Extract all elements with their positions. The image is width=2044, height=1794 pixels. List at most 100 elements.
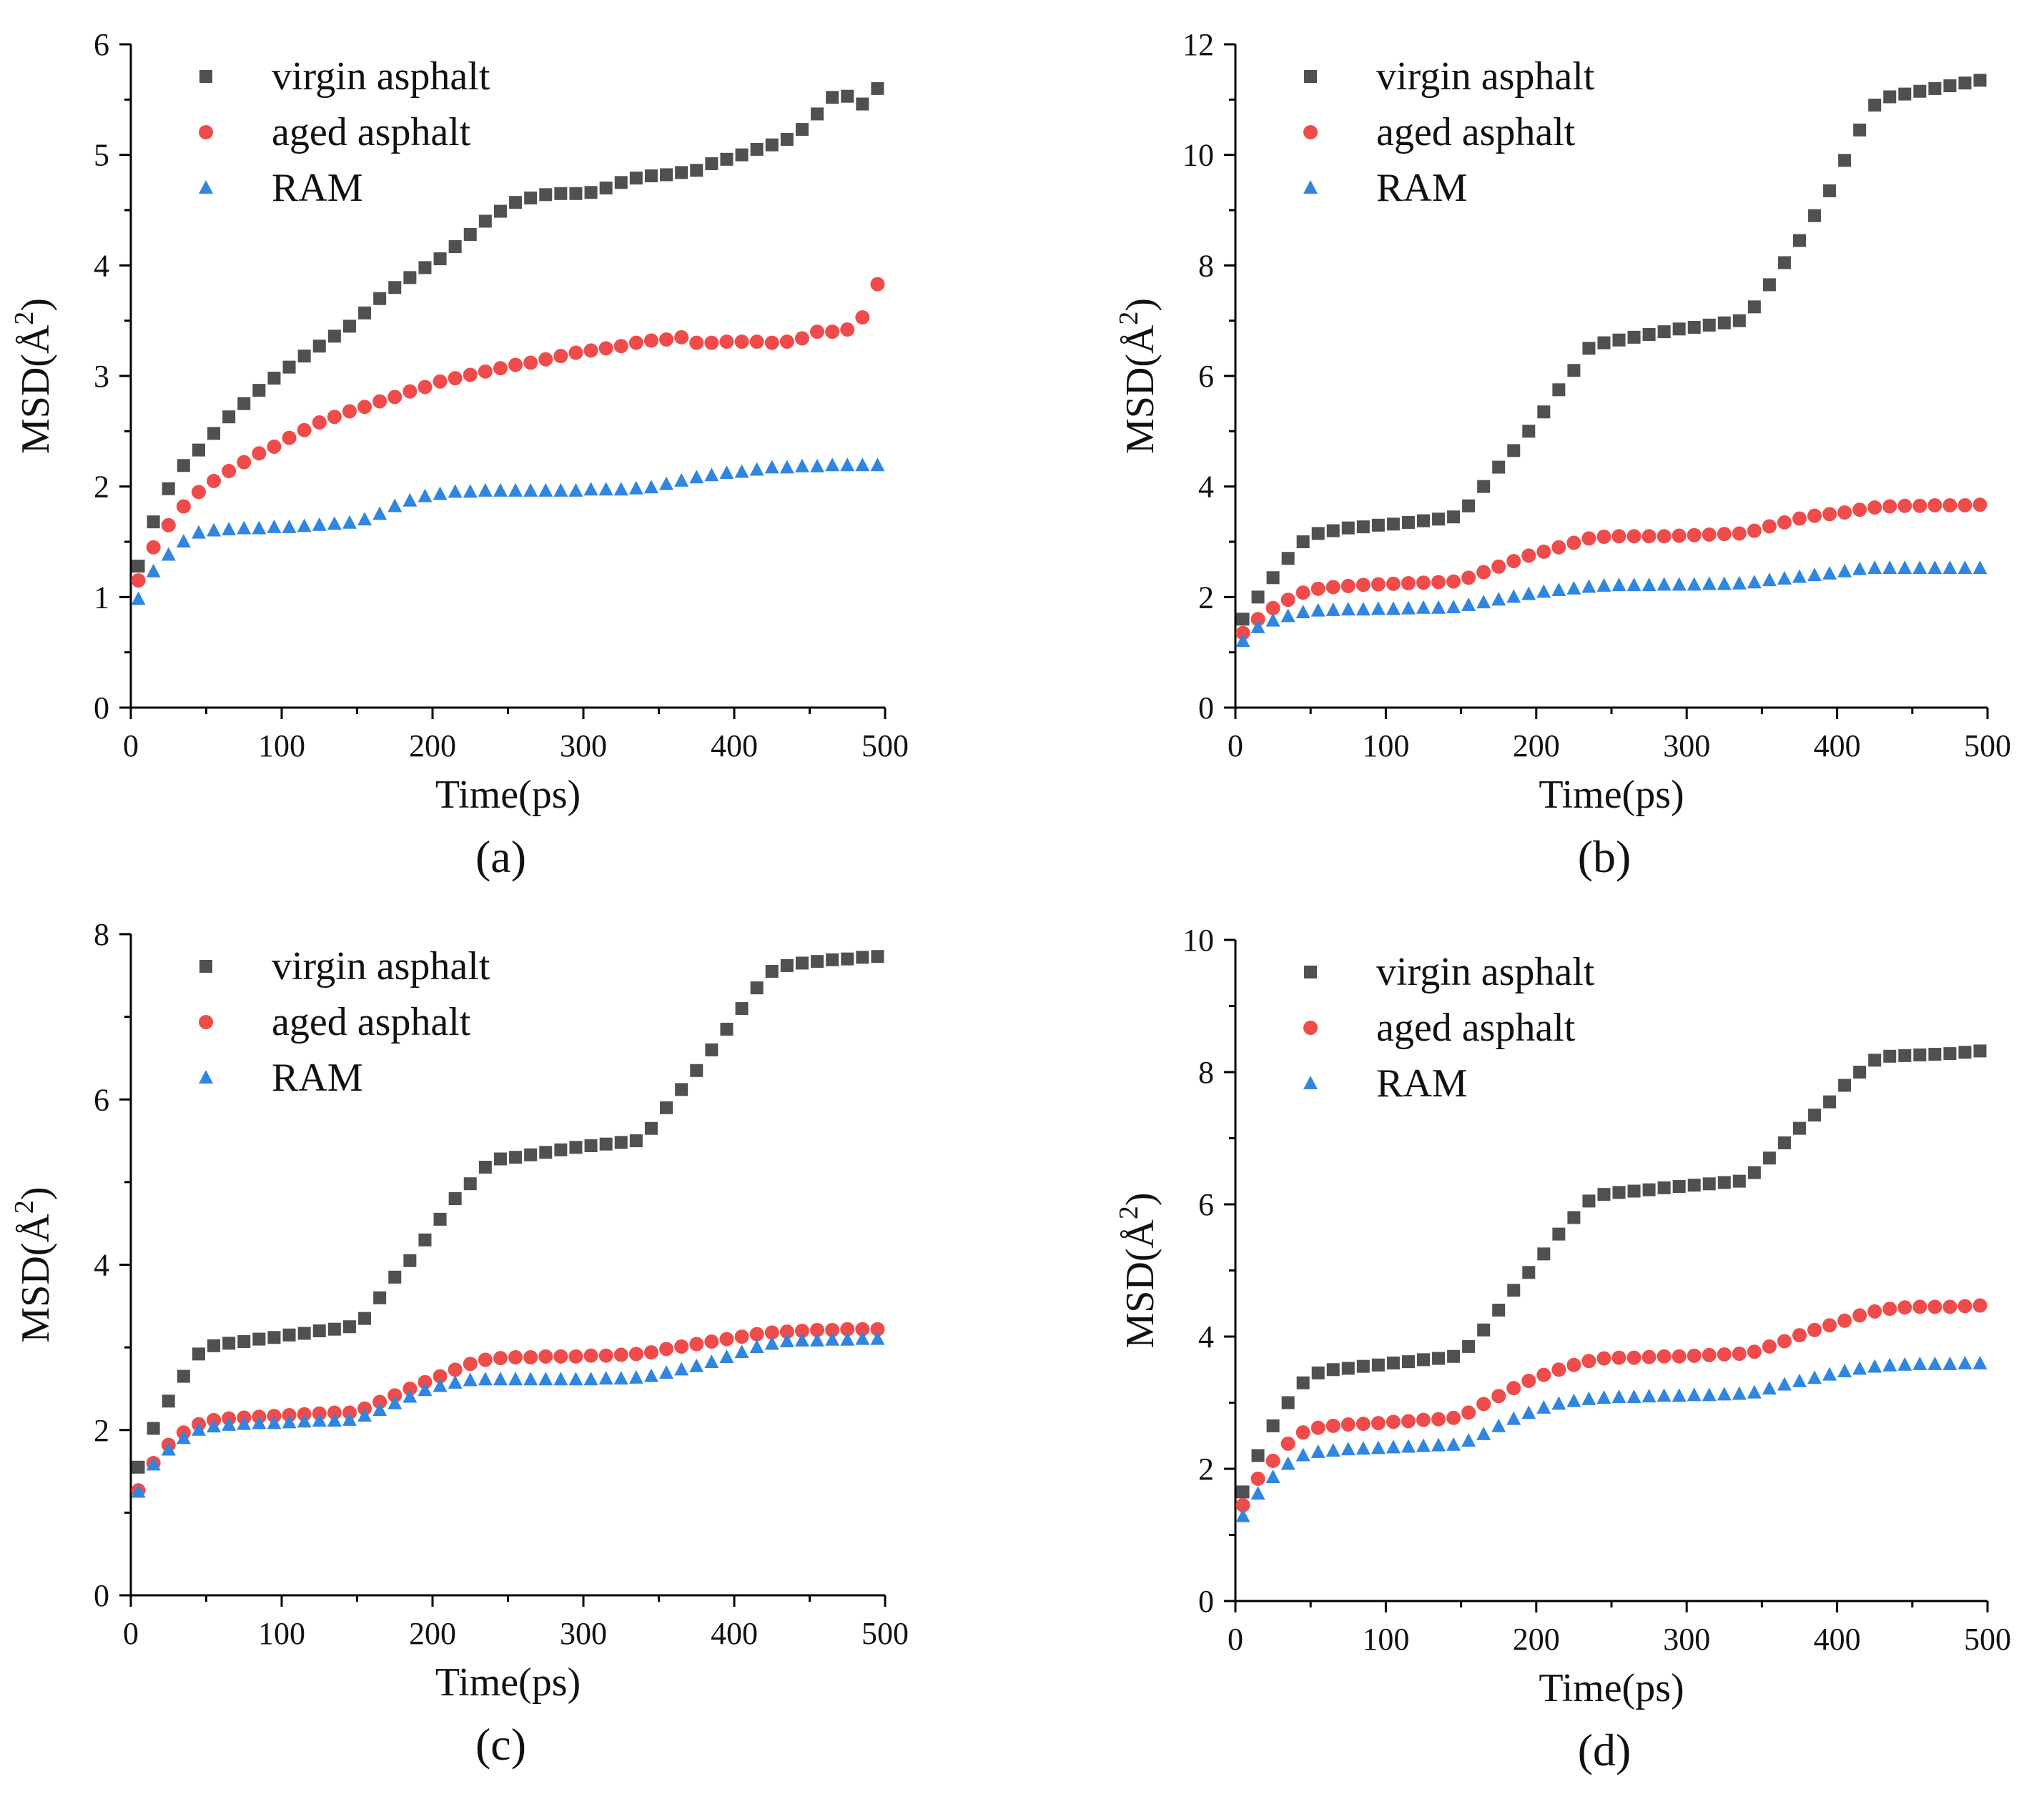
point-ram xyxy=(1867,1359,1882,1373)
point-ram xyxy=(523,1372,538,1386)
legend-label-ram: RAM xyxy=(1376,166,1468,210)
point-virgin-asphalt xyxy=(1582,342,1596,355)
x-tick-label: 0 xyxy=(123,1616,139,1651)
point-ram xyxy=(1401,1439,1416,1453)
point-virgin-asphalt xyxy=(1417,1353,1430,1367)
point-aged-asphalt xyxy=(372,394,387,409)
point-aged-asphalt xyxy=(1867,500,1882,515)
x-tick-label: 100 xyxy=(258,1616,305,1651)
point-virgin-asphalt xyxy=(493,1152,507,1166)
point-aged-asphalt xyxy=(1882,1302,1897,1317)
y-tick-label: 0 xyxy=(94,690,109,725)
point-ram xyxy=(1506,589,1521,603)
point-aged-asphalt xyxy=(764,335,779,350)
point-ram xyxy=(1386,601,1401,615)
point-virgin-asphalt xyxy=(614,1136,628,1149)
point-virgin-asphalt xyxy=(1808,209,1822,222)
point-ram xyxy=(1461,1433,1476,1447)
point-virgin-asphalt xyxy=(478,214,492,228)
point-virgin-asphalt xyxy=(1793,234,1806,247)
point-virgin-asphalt xyxy=(871,950,884,963)
point-ram xyxy=(568,1372,583,1386)
point-ram xyxy=(1702,576,1717,590)
point-virgin-asphalt xyxy=(1732,314,1746,327)
point-aged-asphalt xyxy=(1431,1412,1446,1427)
point-ram xyxy=(1626,578,1641,592)
x-tick-label: 400 xyxy=(1814,1622,1861,1657)
point-virgin-asphalt xyxy=(1477,480,1491,493)
point-ram xyxy=(840,1332,855,1346)
point-ram xyxy=(1882,560,1897,575)
point-aged-asphalt xyxy=(1687,1348,1702,1363)
point-aged-asphalt xyxy=(1973,1298,1988,1313)
point-virgin-asphalt xyxy=(282,360,296,374)
point-aged-asphalt xyxy=(1566,1357,1581,1372)
point-aged-asphalt xyxy=(478,364,493,379)
point-ram xyxy=(749,1339,764,1354)
point-aged-asphalt xyxy=(1942,1299,1957,1314)
point-virgin-asphalt xyxy=(1898,1049,1912,1062)
point-aged-asphalt xyxy=(387,390,403,405)
x-tick-label: 500 xyxy=(1964,1622,2011,1657)
point-virgin-asphalt xyxy=(267,372,281,385)
point-virgin-asphalt xyxy=(1432,512,1446,526)
point-aged-asphalt xyxy=(779,1324,794,1339)
y-tick-label: 1 xyxy=(94,580,109,615)
point-virgin-asphalt xyxy=(584,186,598,199)
point-aged-asphalt xyxy=(810,324,825,340)
point-ram xyxy=(1657,1388,1672,1402)
point-aged-asphalt xyxy=(1596,1351,1611,1366)
point-virgin-asphalt xyxy=(297,1327,311,1340)
y-tick-label: 2 xyxy=(94,1413,109,1448)
point-ram xyxy=(1310,1444,1325,1458)
point-ram xyxy=(1657,577,1672,591)
point-virgin-asphalt xyxy=(554,187,568,200)
point-aged-asphalt xyxy=(1973,497,1988,512)
point-virgin-asphalt xyxy=(1838,154,1852,167)
y-tick-label: 2 xyxy=(94,470,109,505)
point-ram xyxy=(1807,1370,1822,1384)
point-ram xyxy=(1551,1396,1566,1410)
panel-label: (b) xyxy=(1578,831,1631,882)
point-aged-asphalt xyxy=(1356,578,1371,593)
point-aged-asphalt xyxy=(1957,497,1973,512)
point-aged-asphalt xyxy=(553,1349,568,1364)
point-virgin-asphalt xyxy=(192,1347,205,1361)
point-aged-asphalt xyxy=(131,573,146,588)
point-virgin-asphalt xyxy=(569,1141,583,1154)
point-aged-asphalt xyxy=(840,1322,855,1337)
point-aged-asphalt xyxy=(433,374,448,389)
point-virgin-asphalt xyxy=(327,329,341,343)
point-aged-asphalt xyxy=(463,367,478,382)
point-ram xyxy=(1431,1437,1446,1452)
series-virgin-asphalt xyxy=(1236,74,1987,626)
point-aged-asphalt xyxy=(749,334,764,350)
point-virgin-asphalt xyxy=(1507,444,1521,457)
point-ram xyxy=(387,1395,403,1409)
point-ram xyxy=(1566,1393,1581,1407)
series-aged-asphalt xyxy=(131,277,885,588)
point-ram xyxy=(734,1344,749,1359)
y-tick-label: 4 xyxy=(94,248,109,283)
point-virgin-asphalt xyxy=(478,1161,492,1174)
legend-label-ram: RAM xyxy=(1376,1061,1468,1106)
point-ram xyxy=(1732,575,1747,590)
point-ram xyxy=(1536,584,1551,598)
point-ram xyxy=(1476,595,1491,609)
point-ram xyxy=(1912,560,1927,575)
point-aged-asphalt xyxy=(1265,600,1280,615)
point-aged-asphalt xyxy=(840,322,855,337)
point-aged-asphalt xyxy=(191,485,206,500)
point-virgin-asphalt xyxy=(765,965,779,978)
point-ram xyxy=(553,482,568,497)
point-virgin-asphalt xyxy=(1777,1136,1791,1149)
legend: virgin asphalt aged asphalt RAM xyxy=(199,54,490,210)
point-aged-asphalt xyxy=(794,331,809,346)
point-ram xyxy=(1371,601,1386,615)
x-tick-label: 400 xyxy=(711,1616,758,1651)
point-aged-asphalt xyxy=(403,384,418,399)
point-aged-asphalt xyxy=(1250,1471,1265,1486)
point-virgin-asphalt xyxy=(795,956,809,970)
point-aged-asphalt xyxy=(1626,1350,1641,1365)
point-aged-asphalt xyxy=(1551,540,1566,555)
